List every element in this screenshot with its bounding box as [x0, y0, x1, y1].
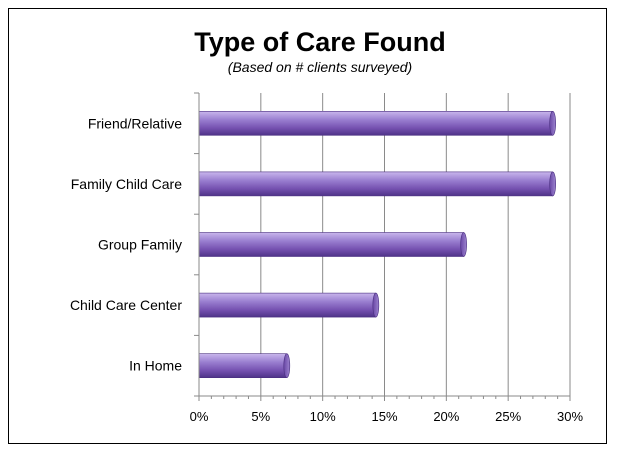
bar-cap	[372, 292, 380, 318]
bar-cap	[283, 353, 291, 379]
x-tick-label: 25%	[495, 409, 521, 424]
category-label: Group Family	[98, 237, 182, 253]
bar-cap	[460, 232, 467, 257]
axes	[194, 92, 571, 401]
x-tick-label: 30%	[557, 409, 583, 424]
chart-frame	[8, 8, 607, 444]
category-labels: Friend/Relative Family Child Care Group Fa…	[70, 115, 182, 373]
bar-cap	[549, 171, 556, 197]
x-tick-label: 0%	[190, 409, 209, 424]
bar	[198, 232, 464, 257]
bars	[198, 111, 556, 379]
chart-title: Type of Care Found	[194, 27, 446, 57]
bar	[198, 353, 288, 379]
category-label: Family Child Care	[71, 176, 182, 192]
x-tick-label: 15%	[371, 409, 397, 424]
bar	[198, 171, 553, 197]
x-tick-label: 10%	[310, 409, 336, 424]
chart-subtitle: (Based on # clients surveyed)	[228, 59, 412, 75]
bar	[198, 111, 553, 136]
category-label: Child Care Center	[70, 297, 182, 313]
category-label: Friend/Relative	[88, 115, 182, 131]
category-label: In Home	[129, 358, 182, 374]
bar-cap	[549, 111, 556, 136]
gridlines	[260, 93, 571, 396]
x-tick-label: 20%	[433, 409, 459, 424]
x-tick-labels: 0% 5% 10% 15% 20% 25% 30%	[190, 409, 584, 424]
x-tick-label: 5%	[251, 409, 270, 424]
bar	[198, 292, 377, 318]
